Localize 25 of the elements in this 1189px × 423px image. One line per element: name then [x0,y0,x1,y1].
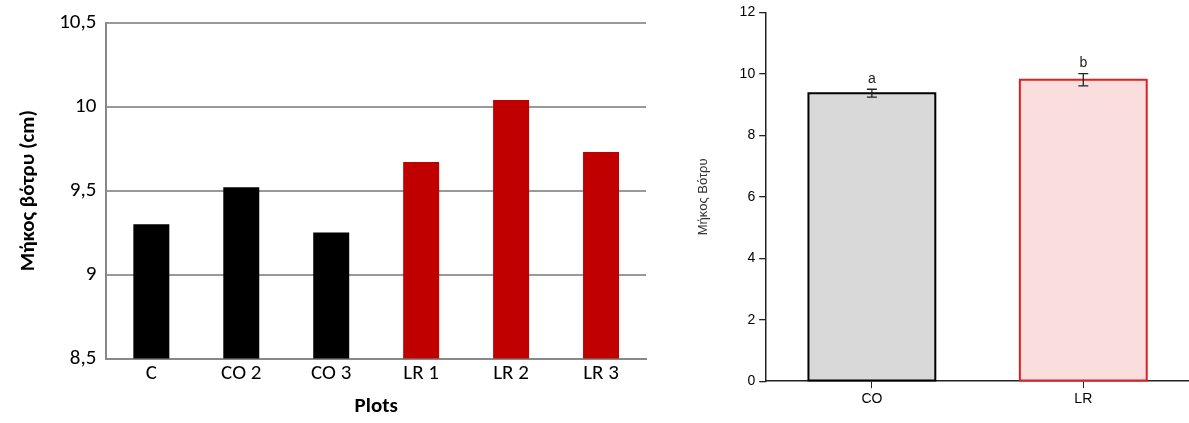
x-tick-label: LR 3 [583,359,619,386]
y-tick-label: 8,5 [69,343,97,370]
x-tick-label: LR [1074,390,1093,407]
annotation: a [867,70,876,87]
x-tick-label: LR 1 [403,359,439,386]
y-axis-title: Μήκος βότρυ (cm) [13,110,40,272]
y-tick-label: 10,5 [59,7,97,34]
x-tick-label: C [145,359,157,386]
x-tick-label: LR 2 [493,359,529,386]
y-tick-label: 6 [747,187,756,204]
y-tick-label: 4 [747,249,756,266]
y-tick-label: 2 [747,310,756,327]
y-tick-label: 10 [75,91,97,118]
y-tick-label: 8 [747,126,756,143]
y-tick-label: 12 [739,3,756,20]
x-tick-label: CO 2 [221,359,262,386]
y-tick-label: 9 [85,259,97,286]
x-axis-title: Plots [354,391,398,418]
x-tick-label: CO [861,390,883,407]
y-axis-title: Μήκος Βότρυ [695,158,711,236]
y-tick-label: 0 [747,372,756,389]
annotation: b [1079,54,1088,71]
y-tick-label: 9,5 [69,175,97,202]
x-tick-label: CO 3 [311,359,352,386]
y-tick-label: 10 [739,64,756,81]
